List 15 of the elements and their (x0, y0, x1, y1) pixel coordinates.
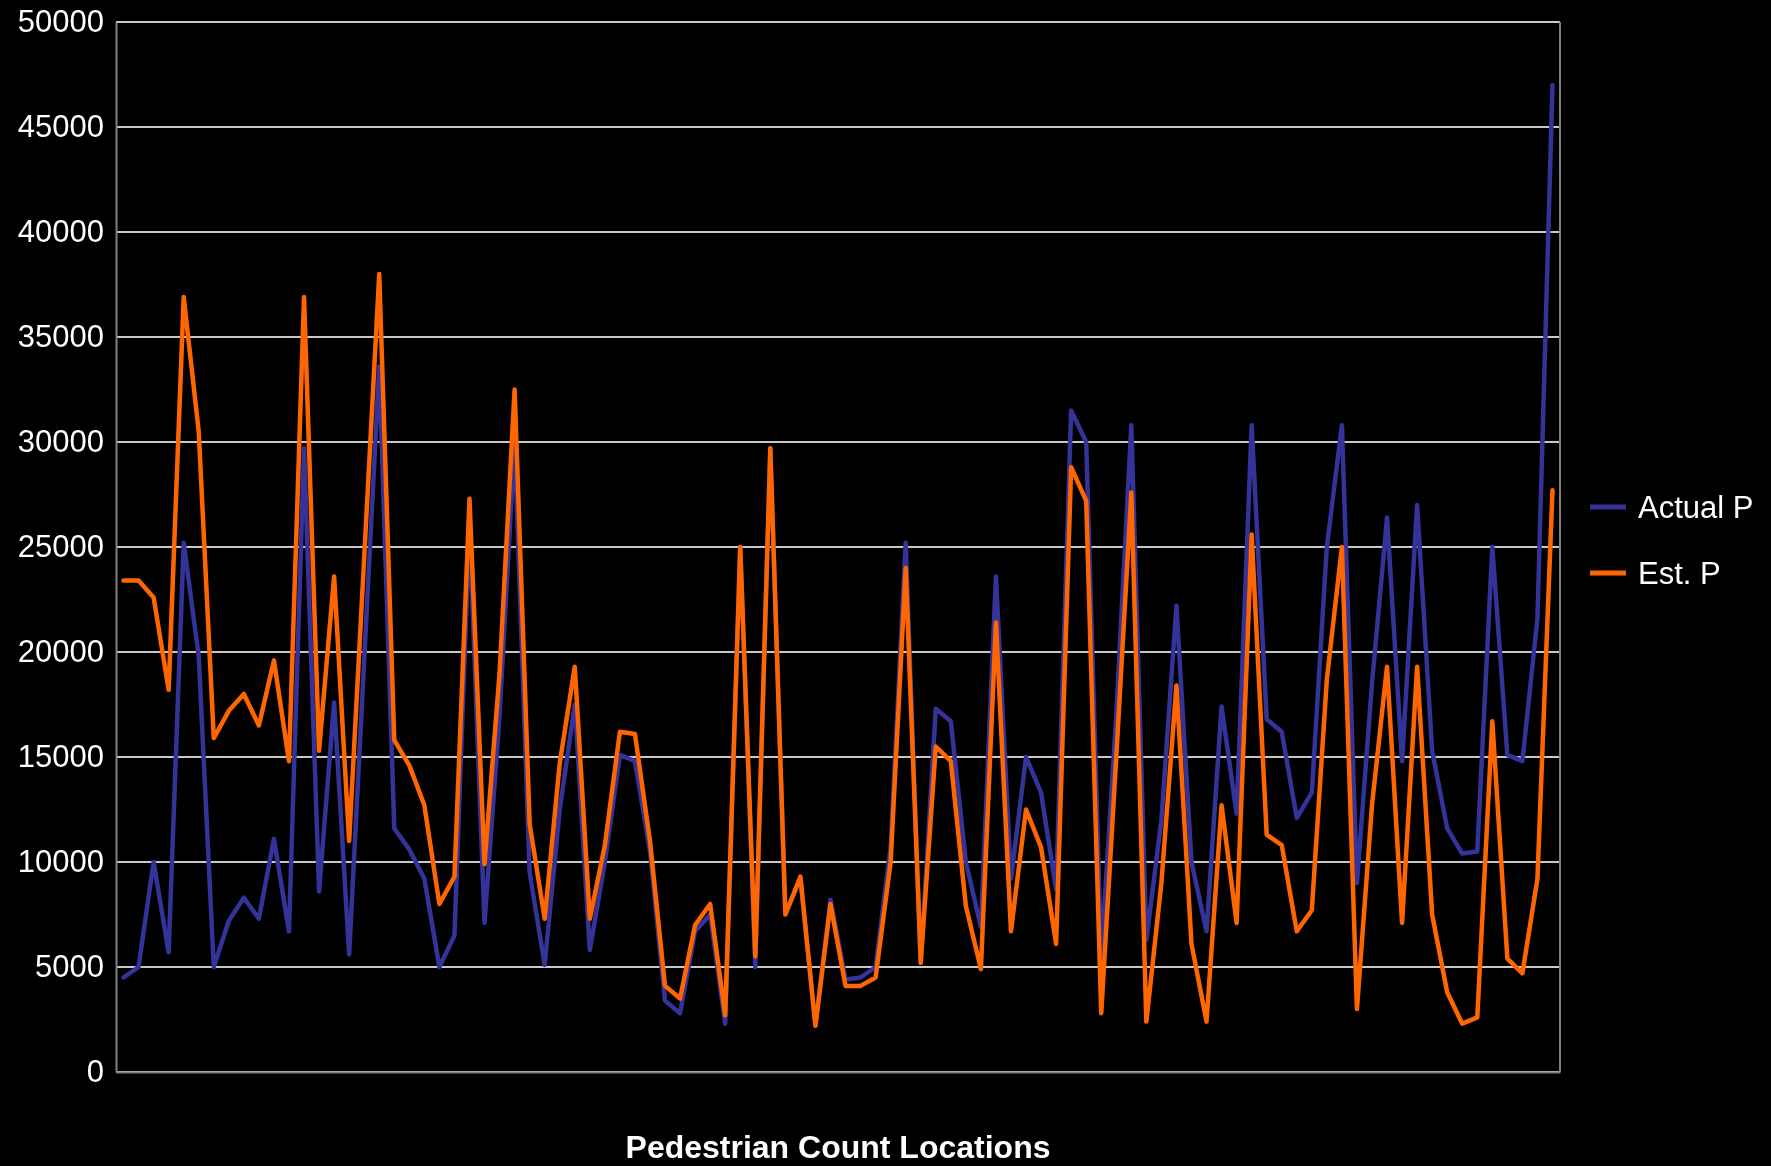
x-axis-title: Pedestrian Count Locations (625, 1129, 1051, 1165)
y-tick-label: 35000 (17, 319, 104, 355)
y-tick-label: 10000 (17, 844, 104, 880)
y-tick-label: 20000 (17, 634, 104, 670)
y-tick-label: 5000 (35, 949, 104, 985)
y-tick-label: 0 (86, 1054, 104, 1090)
legend-label: Actual P (1638, 490, 1754, 525)
y-tick-label: 50000 (17, 4, 104, 40)
y-tick-label: 30000 (17, 424, 104, 460)
y-tick-label: 40000 (17, 214, 104, 250)
legend-label: Est. P (1638, 556, 1721, 591)
y-tick-label: 25000 (17, 529, 104, 565)
y-tick-label: 15000 (17, 739, 104, 775)
line-series (121, 271, 1555, 1029)
y-tick-label: 45000 (17, 109, 104, 145)
